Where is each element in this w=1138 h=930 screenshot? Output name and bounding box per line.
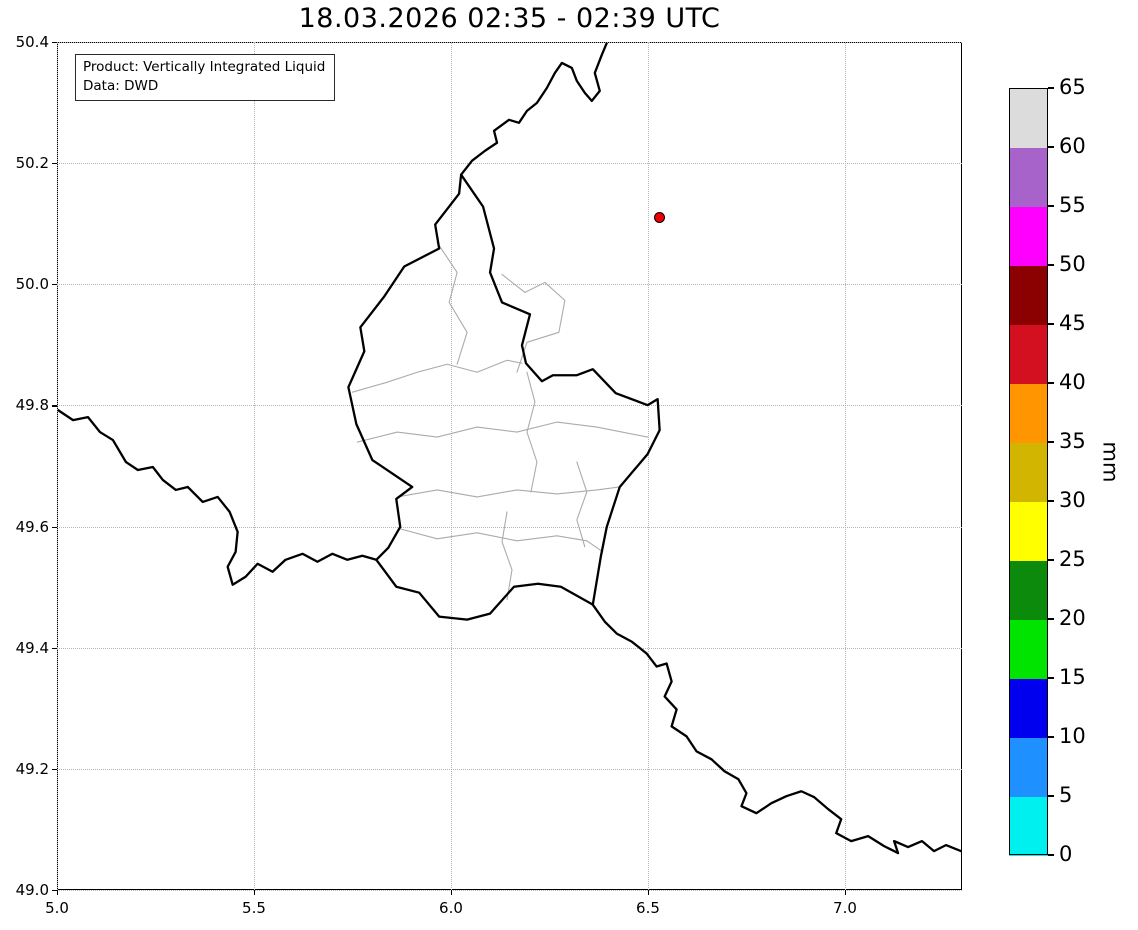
- colorbar-tick-mark: [1048, 736, 1054, 738]
- colorbar-segment: [1009, 501, 1048, 561]
- france-germany-border-path: [591, 603, 961, 855]
- colorbar-tick-mark: [1048, 854, 1054, 856]
- y-tick-mark: [52, 284, 57, 286]
- colorbar-tick-label: 0: [1059, 842, 1073, 866]
- colorbar-unit-label: mm: [1098, 441, 1123, 483]
- y-tick-mark: [52, 163, 57, 165]
- colorbar-tick-label: 40: [1059, 370, 1086, 394]
- y-tick-label: 49.8: [15, 396, 49, 415]
- product-annotation-line2: Data: DWD: [83, 77, 159, 94]
- y-tick-label: 49.4: [15, 638, 49, 657]
- x-gridline: [253, 42, 255, 890]
- colorbar-tick-label: 55: [1059, 193, 1086, 217]
- x-tick-label: 5.0: [45, 899, 69, 917]
- y-tick-mark: [52, 42, 57, 44]
- x-gridline: [844, 42, 846, 890]
- x-gridline: [57, 42, 58, 890]
- colorbar-tick-label: 60: [1059, 134, 1086, 158]
- y-tick-mark: [52, 405, 57, 407]
- colorbar-outline: [1009, 88, 1048, 855]
- y-gridline: [57, 163, 962, 165]
- colorbar-tick-mark: [1048, 500, 1054, 502]
- y-gridline: [57, 647, 962, 649]
- colorbar-segment: [1009, 383, 1048, 443]
- y-gridline: [57, 42, 962, 43]
- colorbar-tick-label: 30: [1059, 488, 1086, 512]
- plot-title: 18.03.2026 02:35 - 02:39 UTC: [298, 3, 721, 34]
- colorbar-segment: [1009, 265, 1048, 325]
- y-tick-mark: [52, 647, 57, 649]
- border-map-svg: [58, 43, 961, 855]
- y-tick-label: 50.2: [15, 154, 49, 173]
- colorbar-tick-label: 10: [1059, 724, 1086, 748]
- x-gridline: [450, 42, 452, 890]
- colorbar-tick-mark: [1048, 323, 1054, 325]
- plot-area: [57, 42, 962, 890]
- y-tick-label: 49.6: [15, 517, 49, 536]
- colorbar-tick-label: 65: [1059, 75, 1086, 99]
- colorbar-segment: [1009, 737, 1048, 797]
- colorbar-tick-label: 50: [1059, 252, 1086, 276]
- x-tick-label: 7.0: [833, 899, 857, 917]
- colorbar-tick-label: 45: [1059, 311, 1086, 335]
- colorbar-segment: [1009, 560, 1048, 620]
- luxembourg-border-path: [347, 173, 661, 621]
- x-tick-mark: [253, 890, 256, 895]
- colorbar-tick-mark: [1048, 205, 1054, 207]
- france-belgium-border-path: [58, 408, 378, 586]
- colorbar-segment: [1009, 796, 1048, 856]
- colorbar-segment: [1009, 206, 1048, 266]
- colorbar-segment: [1009, 324, 1048, 384]
- colorbar-tick-mark: [1048, 146, 1054, 148]
- colorbar-tick-mark: [1048, 382, 1054, 384]
- national-borders-group: [58, 43, 961, 855]
- product-annotation-line1: Product: Vertically Integrated Liquid: [83, 59, 326, 75]
- y-tick-mark: [52, 768, 57, 771]
- colorbar-segment: [1009, 147, 1048, 207]
- y-gridline: [57, 526, 962, 528]
- x-tick-mark: [844, 890, 847, 895]
- colorbar-tick-mark: [1048, 87, 1054, 89]
- product-annotation-box: Product: Vertically Integrated Liquid Da…: [75, 54, 336, 101]
- colorbar-tick-mark: [1048, 795, 1054, 797]
- x-gridline: [647, 42, 649, 890]
- x-tick-label: 6.0: [439, 899, 463, 917]
- y-tick-label: 49.2: [15, 759, 49, 778]
- colorbar-tick-label: 5: [1059, 783, 1073, 807]
- colorbar-tick-label: 35: [1059, 429, 1086, 453]
- colorbar-segment: [1009, 442, 1048, 502]
- x-tick-label: 6.5: [636, 899, 660, 917]
- y-gridline: [57, 405, 962, 407]
- belgium-germany-border-path: [459, 43, 608, 176]
- colorbar-segment: [1009, 678, 1048, 738]
- x-tick-label: 5.5: [242, 899, 266, 917]
- y-tick-label: 50.4: [15, 33, 49, 51]
- colorbar-tick-mark: [1048, 264, 1054, 266]
- y-tick-mark: [52, 526, 57, 528]
- colorbar-segment: [1009, 88, 1048, 148]
- x-tick-mark: [57, 890, 59, 895]
- y-gridline: [57, 890, 962, 891]
- x-tick-mark: [450, 890, 453, 895]
- radar-site-marker: [654, 212, 666, 224]
- y-tick-label: 50.0: [15, 275, 49, 294]
- x-tick-mark: [647, 890, 650, 895]
- colorbar-tick-mark: [1048, 618, 1054, 620]
- y-tick-label: 49.0: [15, 881, 49, 899]
- y-gridline: [57, 284, 962, 286]
- colorbar-tick-mark: [1048, 677, 1054, 679]
- colorbar-tick-label: 25: [1059, 547, 1086, 571]
- colorbar-tick-mark: [1048, 559, 1054, 561]
- y-tick-mark: [52, 890, 57, 892]
- y-gridline: [57, 768, 962, 770]
- colorbar-tick-label: 20: [1059, 606, 1086, 630]
- colorbar-segment: [1009, 619, 1048, 679]
- district-borders-group: [351, 241, 649, 601]
- colorbar-tick-mark: [1048, 441, 1054, 443]
- colorbar-tick-label: 15: [1059, 665, 1086, 689]
